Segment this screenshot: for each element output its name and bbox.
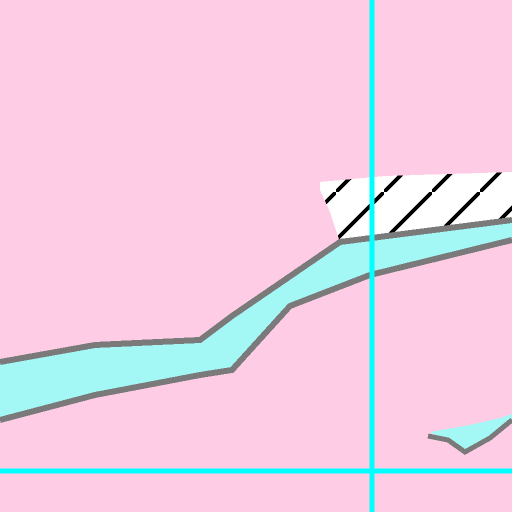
river-north-shore: [0, 217, 512, 365]
pond-shore: [427, 418, 512, 455]
